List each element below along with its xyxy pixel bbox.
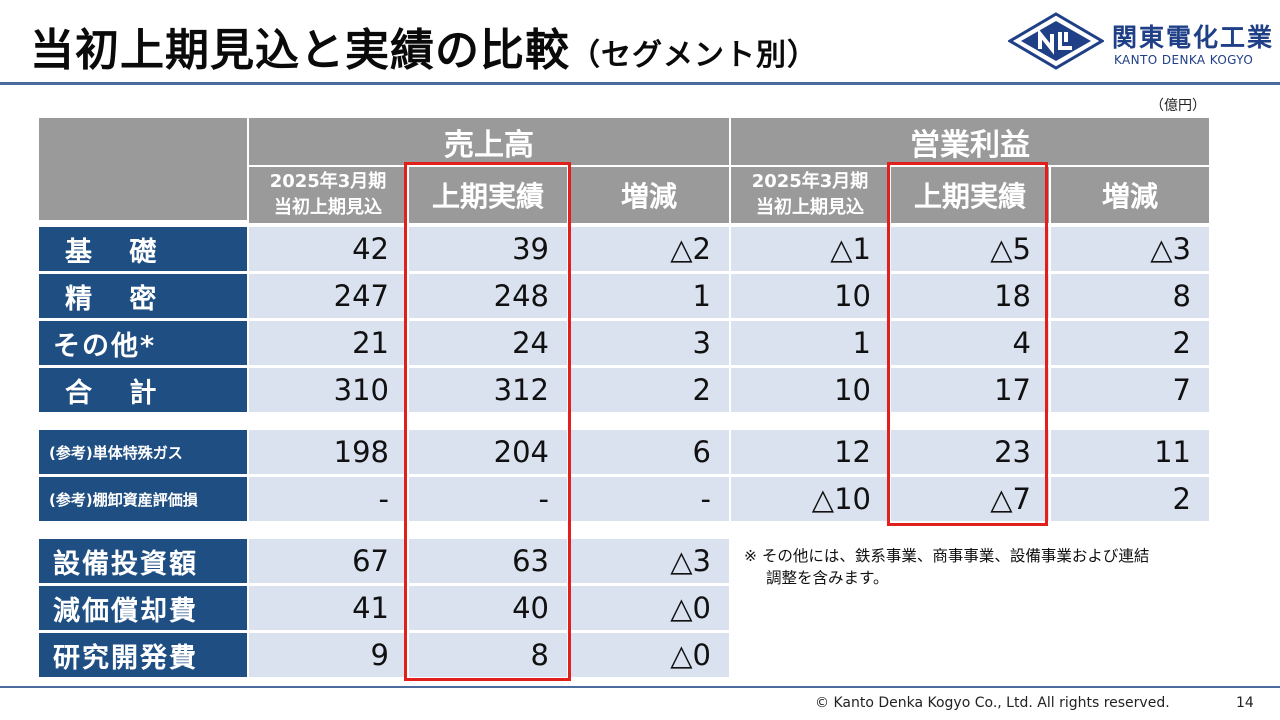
row-label: 合 計 (39, 368, 247, 412)
capex-row-label: 設備投資額 (39, 539, 247, 583)
kanto-denka-logo-icon (1008, 12, 1104, 70)
table-cell: 2 (1051, 477, 1209, 521)
row-label: 精 密 (39, 274, 247, 318)
table-cell: 18 (891, 274, 1049, 318)
table-cell: - (409, 477, 567, 521)
table-cell: 39 (409, 227, 567, 271)
sales-group-header: 売上高 (249, 118, 729, 165)
title-subtitle: （セグメント別） (570, 38, 818, 73)
capex-cell: 40 (409, 586, 567, 630)
title-divider (0, 82, 1280, 85)
sales-change-header: 増減 (569, 167, 729, 223)
table-cell: 23 (891, 430, 1049, 474)
table-cell: 2 (569, 368, 729, 412)
footer-divider (0, 686, 1280, 688)
capex-cell: △0 (569, 633, 729, 677)
capex-cell: △0 (569, 586, 729, 630)
table-cell: △2 (569, 227, 729, 271)
row-label: その他* (39, 321, 247, 365)
table-cell: 4 (891, 321, 1049, 365)
capex-row-label: 減価償却費 (39, 586, 247, 630)
table-cell: 17 (891, 368, 1049, 412)
table-cell: 42 (249, 227, 407, 271)
footnote: ※ その他には、鉄系事業、商事事業、設備事業および連結 調整を含みます。 (744, 545, 1149, 589)
capex-cell: △3 (569, 539, 729, 583)
capex-cell: 8 (409, 633, 567, 677)
table-cell: - (249, 477, 407, 521)
logo-wordmark-jp: 関東電化工業 (1112, 23, 1275, 52)
copyright-text: © Kanto Denka Kogyo Co., Ltd. All rights… (815, 695, 1170, 711)
table-cell: 204 (409, 430, 567, 474)
forecast-header-line1: 2025年3月期 (751, 171, 869, 192)
table-corner-cell (39, 118, 247, 220)
table-cell: 312 (409, 368, 567, 412)
table-cell: - (569, 477, 729, 521)
table-cell: 12 (731, 430, 889, 474)
capex-cell: 41 (249, 586, 407, 630)
table-cell: 24 (409, 321, 567, 365)
capex-cell: 9 (249, 633, 407, 677)
profit-change-header: 増減 (1051, 167, 1209, 223)
table-cell: 2 (1051, 321, 1209, 365)
page-title: 当初上期見込と実績の比較（セグメント別） (30, 14, 818, 76)
forecast-header-line2: 当初上期見込 (274, 197, 382, 218)
profit-forecast-header: 2025年3月期 当初上期見込 (731, 167, 889, 223)
table-cell: 6 (569, 430, 729, 474)
table-cell: 198 (249, 430, 407, 474)
footnote-line1: ※ その他には、鉄系事業、商事事業、設備事業および連結 (744, 547, 1150, 565)
table-cell: 310 (249, 368, 407, 412)
title-main: 当初上期見込と実績の比較 (30, 25, 570, 76)
forecast-header-line2: 当初上期見込 (756, 197, 864, 218)
capex-cell: 67 (249, 539, 407, 583)
page-number: 14 (1236, 695, 1254, 711)
table-cell: △3 (1051, 227, 1209, 271)
table-cell: 11 (1051, 430, 1209, 474)
table-cell: 10 (731, 274, 889, 318)
table-cell: 8 (1051, 274, 1209, 318)
row-label: (参考)棚卸資産評価損 (39, 477, 247, 521)
table-cell: 7 (1051, 368, 1209, 412)
sales-actual-header: 上期実績 (409, 167, 567, 223)
capex-cell: 63 (409, 539, 567, 583)
table-cell: 3 (569, 321, 729, 365)
table-cell: △1 (731, 227, 889, 271)
capex-row-label: 研究開発費 (39, 633, 247, 677)
table-cell: 247 (249, 274, 407, 318)
table-cell: 248 (409, 274, 567, 318)
footnote-line2: 調整を含みます。 (766, 569, 889, 587)
table-cell: △10 (731, 477, 889, 521)
row-label: (参考)単体特殊ガス (39, 430, 247, 474)
table-cell: 21 (249, 321, 407, 365)
table-cell: △5 (891, 227, 1049, 271)
unit-label: （億円） (1150, 98, 1206, 114)
table-cell: △7 (891, 477, 1049, 521)
row-label: 基 礎 (39, 227, 247, 271)
forecast-header-line1: 2025年3月期 (269, 171, 387, 192)
logo-wordmark-en: KANTO DENKA KOGYO (1114, 53, 1254, 67)
table-cell: 1 (569, 274, 729, 318)
table-cell: 10 (731, 368, 889, 412)
profit-group-header: 営業利益 (731, 118, 1209, 165)
profit-actual-header: 上期実績 (891, 167, 1049, 223)
table-cell: 1 (731, 321, 889, 365)
sales-forecast-header: 2025年3月期 当初上期見込 (249, 167, 407, 223)
